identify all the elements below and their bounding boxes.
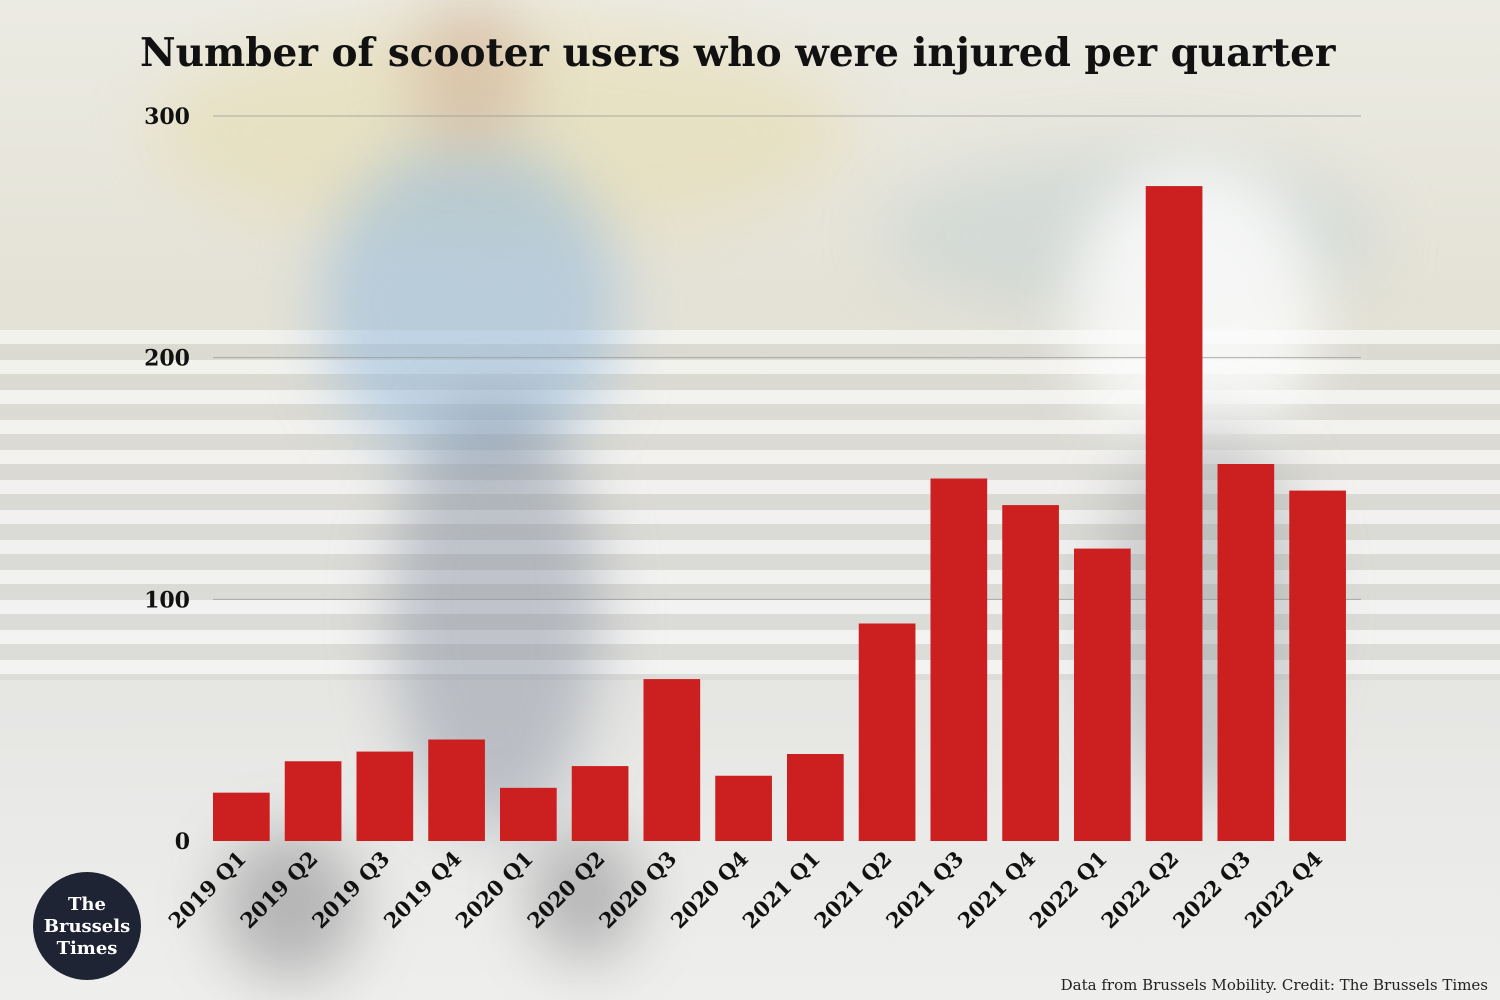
x-tick-label: 2021 Q2 bbox=[809, 846, 896, 933]
y-tick-label: 0 bbox=[175, 829, 190, 855]
bar bbox=[428, 739, 485, 841]
chart-title: Number of scooter users who were injured… bbox=[140, 30, 1336, 76]
y-tick-label: 200 bbox=[144, 346, 190, 372]
x-tick-label: 2019 Q2 bbox=[235, 846, 322, 933]
bar bbox=[571, 766, 629, 841]
bar bbox=[858, 623, 916, 841]
bar bbox=[213, 792, 270, 841]
logo-line-1: The bbox=[68, 894, 106, 915]
bar bbox=[1074, 548, 1131, 841]
x-tick-label: 2022 Q2 bbox=[1096, 846, 1183, 933]
x-tick-label: 2019 Q3 bbox=[307, 846, 394, 933]
x-tick-label: 2020 Q3 bbox=[594, 846, 681, 933]
bar bbox=[715, 775, 772, 841]
x-tick-label: 2020 Q4 bbox=[666, 846, 753, 933]
x-tick-label: 2019 Q4 bbox=[379, 846, 466, 933]
source-credit: Data from Brussels Mobility. Credit: The… bbox=[1061, 976, 1488, 994]
logo-circle bbox=[33, 872, 141, 980]
x-tick-label: 2021 Q3 bbox=[881, 846, 968, 933]
bar bbox=[1217, 464, 1275, 841]
bar bbox=[1289, 490, 1346, 841]
logo-line-2: Brussels bbox=[44, 916, 130, 937]
x-tick-label: 2019 Q1 bbox=[163, 846, 250, 933]
bar bbox=[356, 751, 414, 841]
x-tick-label: 2020 Q2 bbox=[522, 846, 609, 933]
x-tick-label: 2022 Q4 bbox=[1240, 846, 1327, 933]
y-tick-label: 100 bbox=[144, 587, 190, 613]
bar bbox=[787, 754, 844, 841]
bar bbox=[500, 787, 557, 841]
y-tick-label: 300 bbox=[144, 104, 190, 130]
x-tick-label: 2022 Q1 bbox=[1024, 846, 1111, 933]
brussels-times-logo: The Brussels Times bbox=[33, 872, 141, 980]
logo-line-3: Times bbox=[57, 938, 118, 959]
x-tick-label: 2021 Q4 bbox=[953, 846, 1040, 933]
bar bbox=[643, 679, 701, 841]
x-tick-label: 2020 Q1 bbox=[450, 846, 537, 933]
bar bbox=[284, 761, 342, 841]
bar bbox=[1002, 505, 1059, 841]
x-tick-label: 2022 Q3 bbox=[1168, 846, 1255, 933]
y-axis-ticks: 300 200 100 0 bbox=[144, 104, 190, 855]
bar bbox=[1145, 186, 1203, 842]
bars bbox=[213, 186, 1346, 842]
bar bbox=[930, 478, 988, 841]
x-tick-label: 2021 Q1 bbox=[737, 846, 824, 933]
